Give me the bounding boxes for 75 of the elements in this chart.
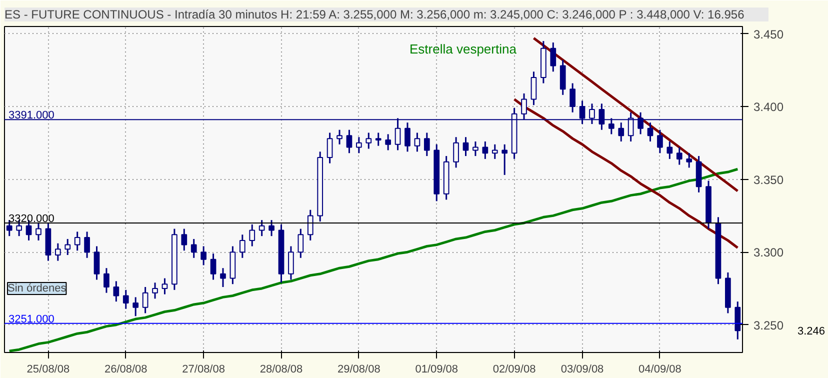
x-tick-label: 25/08/08	[26, 364, 70, 376]
x-tick-label: 02/09/08	[492, 364, 536, 376]
candlestick	[356, 136, 362, 154]
candlestick	[220, 267, 226, 288]
candlestick	[113, 280, 120, 302]
annotation: Estrella vespertina	[410, 42, 518, 56]
candlestick	[657, 129, 663, 154]
candlestick	[307, 209, 314, 242]
candlestick	[122, 289, 129, 310]
line-series	[532, 36, 739, 192]
candlestick	[142, 286, 148, 314]
candlestick	[64, 238, 71, 256]
line-series	[513, 98, 739, 249]
candlestick	[54, 242, 61, 262]
x-tick-label: 03/09/08	[560, 364, 604, 376]
candlestick	[258, 219, 265, 237]
y-tick-label: 3.400	[754, 100, 784, 114]
ref-line-label: 3391.000	[8, 110, 54, 122]
candlestick	[346, 129, 352, 154]
ref-line-label: 3251.000	[8, 313, 54, 326]
candlestick	[288, 246, 294, 280]
candlestick	[676, 146, 682, 166]
candlestick	[190, 238, 197, 259]
candlestick	[375, 132, 382, 147]
candlestick	[84, 230, 90, 259]
candlestick	[414, 132, 420, 152]
candlestick	[74, 230, 80, 252]
text: 3.246	[798, 326, 826, 338]
candlestick	[200, 246, 206, 266]
candlestick	[570, 82, 576, 114]
candlestick	[560, 59, 566, 96]
candlestick	[502, 144, 508, 176]
candlestick	[181, 228, 188, 252]
candlestick	[385, 133, 391, 151]
candlestick	[482, 140, 488, 160]
ref-line-label: 3320.000	[8, 212, 54, 225]
x-tick-label: 28/08/08	[260, 364, 303, 376]
candlestick	[326, 132, 333, 164]
candlestick	[268, 219, 274, 237]
candlestick	[462, 136, 469, 157]
candlestick	[94, 246, 100, 280]
candlestick	[404, 122, 410, 152]
candlestick	[472, 140, 478, 157]
candlestick	[618, 122, 624, 142]
candlestick	[366, 132, 372, 150]
x-tick-label: 29/08/08	[338, 364, 380, 376]
chart-title: ES - FUTURE CONTINUOUS - Intradía 30 minutos H: 21:59 A: 3.255,000 M: 3.256,000 m: 3.245,000 C: 3.246,000 P : 3.448,000 V: 16.956	[4, 8, 745, 22]
candlestick	[239, 234, 246, 259]
candlestick	[686, 152, 692, 168]
candlestick	[550, 42, 556, 72]
candlestick	[424, 132, 430, 157]
x-tick-label: 01/09/08	[415, 364, 458, 376]
y-tick-label: 3.350	[754, 172, 784, 187]
y-tick-label: 3.300	[754, 246, 784, 260]
candlestick	[210, 252, 216, 280]
candlestick	[666, 140, 673, 160]
candlestick	[647, 122, 654, 142]
x-tick-label: 26/08/08	[104, 364, 148, 376]
candlestick	[336, 129, 342, 146]
candlestick	[492, 144, 498, 160]
candlestick	[249, 224, 256, 248]
x-tick-label: 04/09/08	[638, 364, 682, 376]
candlestick	[152, 282, 158, 300]
candlestick	[453, 136, 459, 168]
candlestick	[298, 228, 304, 259]
candlestick	[530, 70, 537, 106]
x-tick-label: 27/08/08	[182, 364, 225, 376]
y-tick-label: 3.450	[754, 27, 784, 42]
line-series	[8, 168, 739, 352]
candlestick	[132, 296, 139, 317]
candlestick	[36, 222, 42, 242]
candlestick	[162, 278, 168, 296]
candlestick	[734, 300, 741, 340]
candlestick	[104, 267, 110, 294]
y-tick-label: 3.250	[754, 318, 784, 332]
